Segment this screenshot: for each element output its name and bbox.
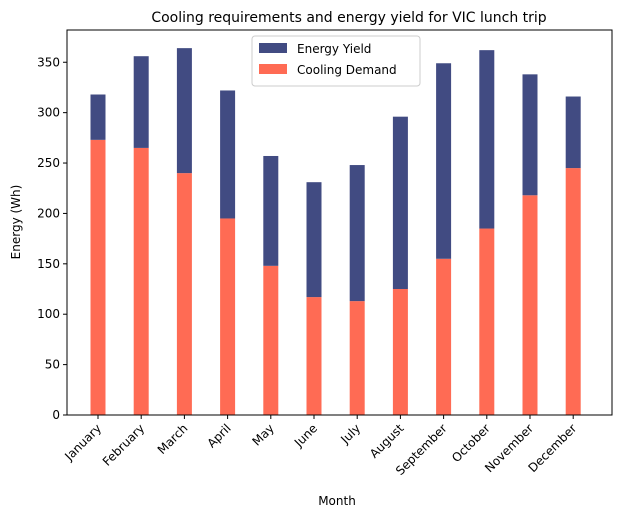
bar-cooling-demand-august [392, 289, 408, 415]
x-tick-label: August [367, 421, 407, 461]
bar-energy-yield-october [479, 50, 495, 229]
legend-box [251, 35, 421, 87]
bar-cooling-demand-january [90, 139, 106, 415]
legend-swatch-cooling-demand [259, 64, 287, 74]
y-tick-label: 0 [52, 408, 60, 422]
bar-energy-yield-march [176, 48, 192, 174]
bar-cooling-demand-september [436, 258, 452, 415]
y-axis: 0 50 100 150 200 250 300 350 [37, 55, 67, 422]
bar-energy-yield-may [263, 155, 279, 266]
x-tick-label: January [61, 421, 104, 464]
y-axis-label: Energy (Wh) [9, 185, 23, 260]
bar-energy-yield-january [90, 94, 106, 140]
bar-cooling-demand-may [263, 265, 279, 415]
bar-energy-yield-november [522, 74, 538, 196]
legend-label-cooling-demand: Cooling Demand [297, 63, 397, 77]
bar-energy-yield-december [565, 96, 581, 169]
x-tick-label: February [100, 421, 148, 469]
y-tick-label: 200 [37, 206, 60, 220]
bar-cooling-demand-october [479, 228, 495, 415]
bar-energy-yield-september [436, 63, 452, 259]
y-tick-label: 150 [37, 257, 60, 271]
x-tick-label: April [204, 421, 233, 450]
x-tick-label: October [449, 421, 493, 465]
bar-cooling-demand-november [522, 195, 538, 415]
y-tick-label: 100 [37, 307, 60, 321]
bar-energy-yield-april [220, 90, 236, 219]
legend: Energy Yield Cooling Demand [251, 35, 421, 87]
bar-cooling-demand-june [306, 297, 322, 415]
y-tick-label: 300 [37, 106, 60, 120]
x-tick-label: July [337, 421, 363, 447]
legend-swatch-energy-yield [259, 43, 287, 53]
bar-cooling-demand-march [176, 173, 192, 415]
chart-title: Cooling requirements and energy yield fo… [151, 10, 546, 26]
bar-energy-yield-june [306, 182, 322, 298]
x-tick-label: May [249, 421, 276, 448]
plot-frame [66, 29, 613, 416]
bar-cooling-demand-july [349, 301, 365, 415]
bar-cooling-demand-april [220, 218, 236, 415]
bar-energy-yield-august [392, 116, 408, 290]
x-tick-label: March [155, 421, 191, 457]
bar-cooling-demand-february [133, 147, 149, 415]
y-tick-label: 350 [37, 55, 60, 69]
legend-label-energy-yield: Energy Yield [297, 42, 371, 56]
bar-energy-yield-february [133, 56, 149, 148]
x-axis-label: Month [318, 494, 356, 508]
y-tick-label: 250 [37, 156, 60, 170]
y-tick-label: 50 [45, 358, 60, 372]
bars [90, 48, 581, 415]
bar-energy-yield-july [349, 165, 365, 302]
bar-cooling-demand-december [565, 168, 581, 415]
x-tick-label: June [291, 421, 320, 450]
